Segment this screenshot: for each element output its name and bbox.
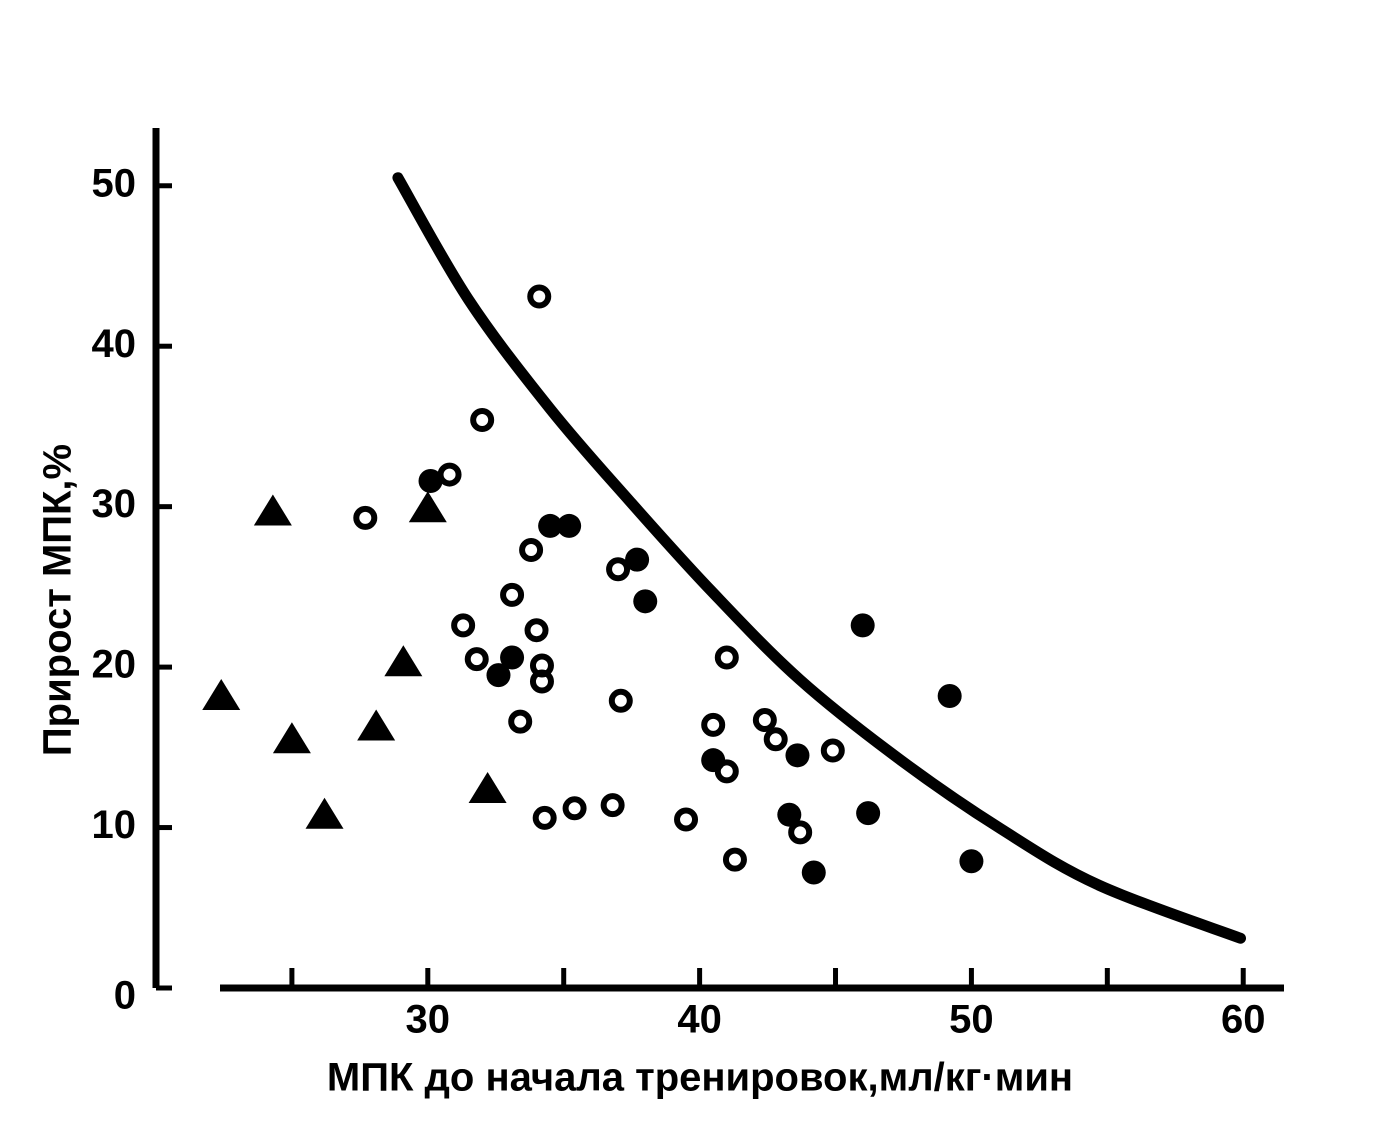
open-circle-point <box>722 847 747 872</box>
x-tick-label: 60 <box>1221 998 1266 1042</box>
open-circle-point <box>606 557 631 582</box>
open-circle-point <box>701 712 726 737</box>
filled-circle-point <box>777 802 802 827</box>
open-circle-point <box>519 537 544 562</box>
y-tick-label: 10 <box>92 803 137 847</box>
triangle-point <box>253 494 292 526</box>
open-circle-point <box>714 645 739 670</box>
triangle-point <box>305 797 344 829</box>
open-circle-point <box>353 505 378 530</box>
open-circle-point <box>527 284 552 309</box>
open-circle-point <box>763 727 788 752</box>
x-tick-label: 30 <box>406 998 451 1042</box>
open-circle-point <box>608 688 633 713</box>
y-tick-label: 40 <box>92 322 137 366</box>
y-axis-label: Прирост МПК,% <box>36 444 80 756</box>
filled-circle-point <box>557 513 582 538</box>
open-circle-point <box>752 708 777 733</box>
open-circle-point <box>674 807 699 832</box>
triangle-point <box>468 772 507 804</box>
y-tick-label: 30 <box>92 482 137 526</box>
triangle-point <box>272 722 311 754</box>
filled-circle-point <box>701 748 726 773</box>
filled-circle-point <box>785 743 810 768</box>
x-tick-label: 40 <box>677 998 722 1042</box>
triangle-point <box>408 491 447 523</box>
curve <box>392 172 1247 944</box>
open-circle-point <box>451 613 476 638</box>
open-circle-point <box>508 709 533 734</box>
open-circle-point <box>600 793 625 818</box>
filled-circle-point <box>500 645 525 670</box>
filled-circle-point <box>856 801 881 826</box>
filled-circle-point <box>850 613 875 638</box>
open-circle-point <box>820 738 845 763</box>
open-circle-point <box>788 820 813 845</box>
open-circle-point <box>464 647 489 672</box>
filled-circle-point <box>418 468 443 493</box>
filled-circle-point <box>486 663 511 688</box>
x-tick-label: 50 <box>949 998 994 1042</box>
filled-circle-point <box>633 589 658 614</box>
open-circle-point <box>437 462 462 487</box>
open-circle-point <box>470 408 495 433</box>
triangle-point <box>384 645 423 677</box>
filled-circle-point <box>625 547 650 572</box>
filled-circle-point <box>538 513 563 538</box>
open-circle-point <box>524 618 549 643</box>
triangle-point <box>202 678 241 710</box>
y-tick-label: 20 <box>92 643 137 687</box>
open-circle-point <box>532 805 557 830</box>
open-circle-point <box>714 759 739 784</box>
open-circle-point <box>500 582 525 607</box>
filled-circle-point <box>937 683 962 708</box>
y-tick-label: 50 <box>92 161 137 205</box>
open-circle-point <box>529 669 554 694</box>
open-circle-point <box>562 796 587 821</box>
filled-circle-point <box>959 849 984 874</box>
y-tick-label: 0 <box>114 974 136 1018</box>
filled-circle-point <box>801 860 826 885</box>
x-axis-label: МПК до начала тренировок,мл/кг·мин <box>327 1056 1073 1100</box>
triangle-point <box>357 709 396 741</box>
